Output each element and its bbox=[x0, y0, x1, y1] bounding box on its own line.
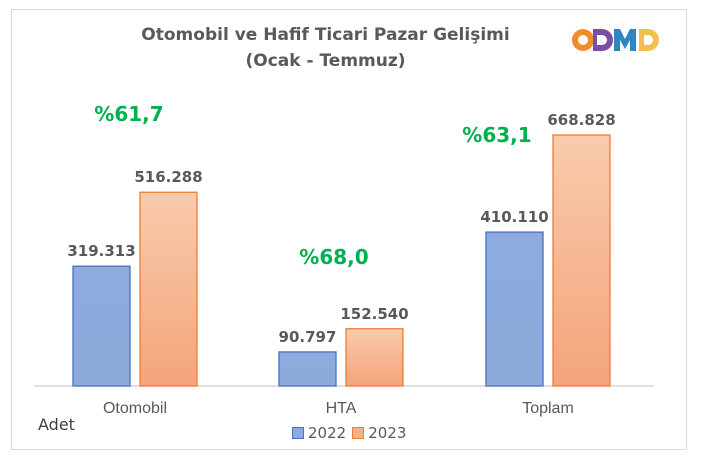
chart-title: Otomobil ve Hafif Ticari Pazar Gelişimi bbox=[141, 25, 510, 45]
bar-2022-toplam bbox=[485, 231, 544, 387]
chart-subtitle: (Ocak - Temmuz) bbox=[245, 51, 406, 71]
x-tick-toplam: Toplam bbox=[522, 400, 574, 417]
data-label-2023-otomobil: 516.288 bbox=[134, 168, 202, 186]
x-tick-otomobil: Otomobil bbox=[103, 400, 167, 417]
legend-swatch-2022 bbox=[292, 427, 304, 439]
bar-2023-toplam bbox=[552, 134, 611, 387]
data-label-2022-otomobil: 319.313 bbox=[67, 242, 135, 260]
bar-2022-hta bbox=[278, 351, 337, 387]
legend-swatch-2023 bbox=[352, 427, 365, 439]
x-tick-hta: HTA bbox=[326, 400, 357, 417]
legend-label-2023: 2023 bbox=[368, 424, 407, 442]
bar-2022-otomobil bbox=[72, 265, 131, 387]
data-label-2022-toplam: 410.110 bbox=[480, 208, 548, 226]
data-label-2023-hta: 152.540 bbox=[340, 305, 408, 323]
y-axis-label: Adet bbox=[38, 415, 75, 434]
bar-2023-hta bbox=[345, 328, 404, 387]
odmd-logo bbox=[572, 29, 659, 51]
growth-label-hta: %68,0 bbox=[299, 245, 368, 269]
growth-label-toplam: %63,1 bbox=[462, 123, 531, 147]
data-label-2023-toplam: 668.828 bbox=[547, 111, 615, 129]
bar-2023-otomobil bbox=[139, 191, 198, 387]
data-label-2022-hta: 90.797 bbox=[279, 328, 337, 346]
growth-label-otomobil: %61,7 bbox=[94, 102, 163, 126]
legend-label-2022: 2022 bbox=[308, 424, 347, 442]
legend: 2022 2023 bbox=[292, 424, 406, 442]
